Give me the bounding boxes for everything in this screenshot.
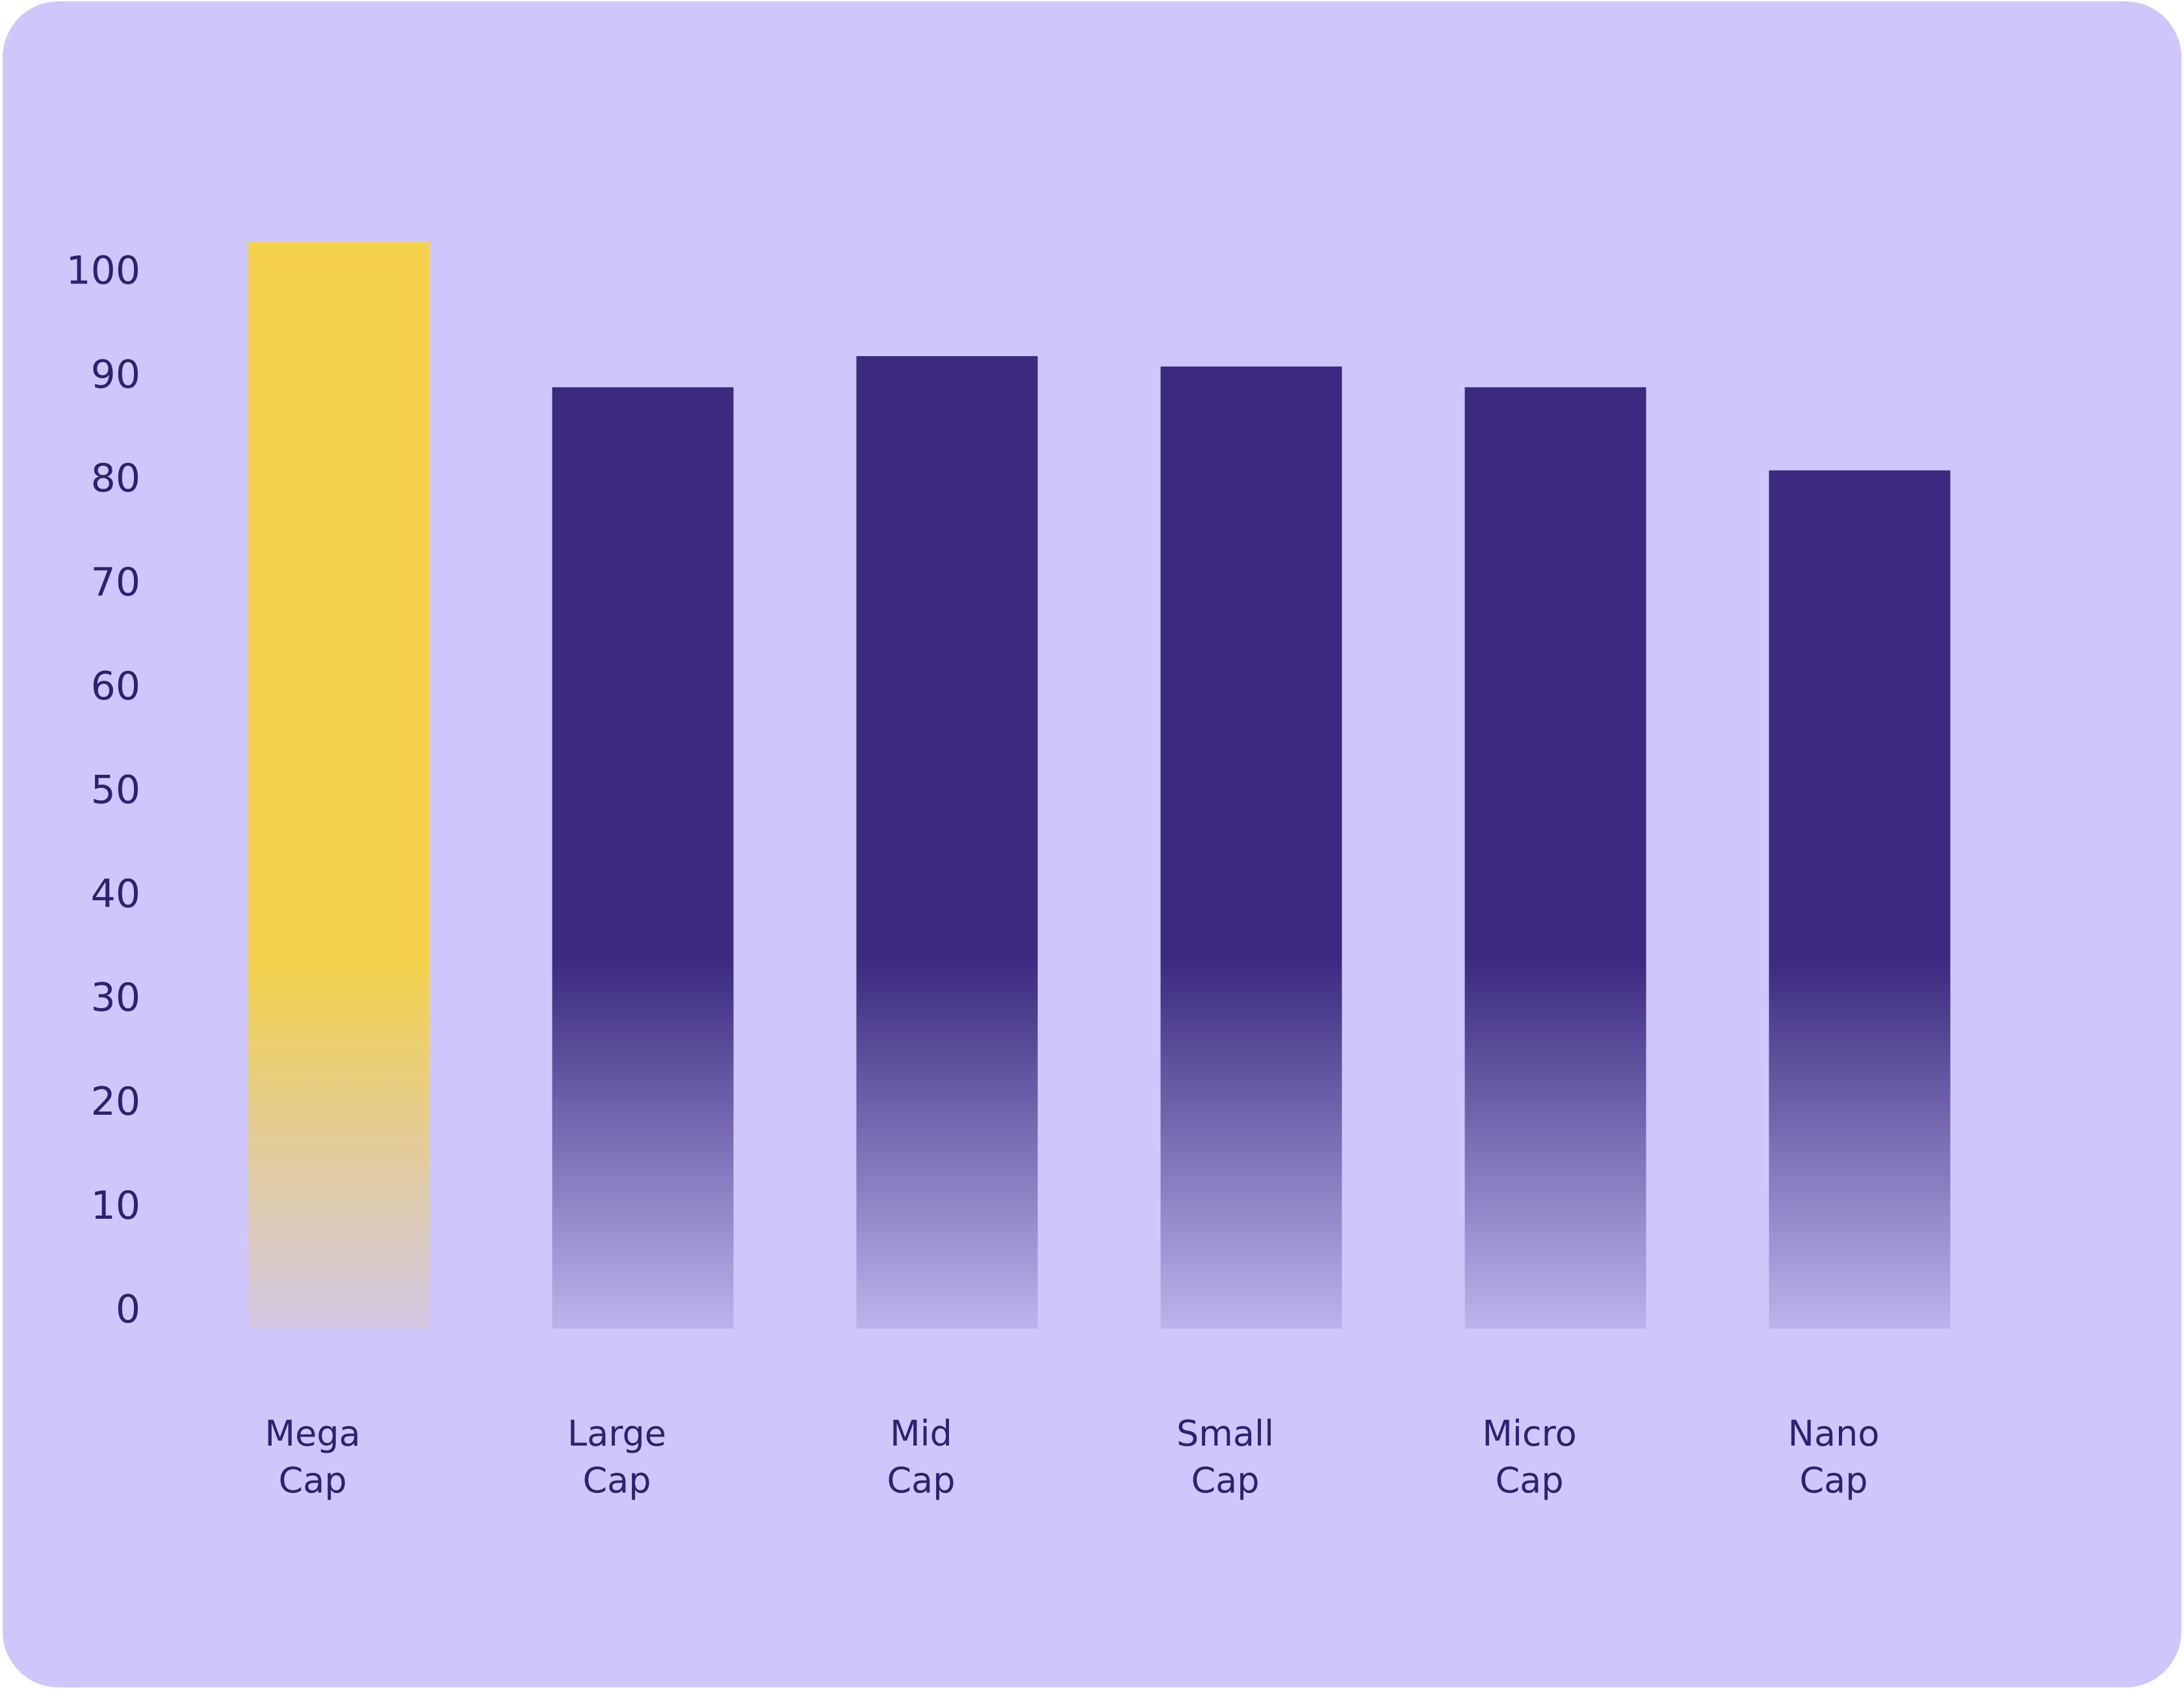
bar — [248, 242, 430, 1329]
y-tick-label: 90 — [91, 352, 140, 397]
x-tick-label: Nano Cap — [1788, 1413, 1880, 1501]
bar — [1769, 470, 1951, 1329]
x-tick-label: Mega Cap — [265, 1413, 361, 1501]
bar — [856, 356, 1038, 1329]
x-tick-label: Large Cap — [567, 1413, 666, 1501]
x-tick-label: Micro Cap — [1482, 1413, 1577, 1501]
x-tick-label: Mid Cap — [887, 1413, 956, 1501]
y-tick-label: 20 — [91, 1079, 140, 1124]
y-tick-label: 80 — [91, 456, 140, 501]
y-tick-label: 40 — [91, 871, 140, 916]
y-tick-label: 10 — [91, 1183, 140, 1228]
chart: 0 10 20 30 40 50 60 70 80 90 100 — [66, 242, 1951, 1332]
y-tick-label: 30 — [91, 975, 140, 1020]
chart-card: 0 10 20 30 40 50 60 70 80 90 100 Mega Cap Large Cap… — [3, 1, 2181, 1687]
y-tick-label: 100 — [66, 248, 140, 294]
y-tick-label: 50 — [91, 768, 140, 813]
y-tick-label: 0 — [116, 1287, 140, 1332]
bar — [1464, 387, 1646, 1329]
bar — [1160, 366, 1342, 1329]
x-tick-label: Small Cap — [1176, 1413, 1274, 1501]
y-tick-label: 70 — [91, 560, 140, 605]
y-tick-label: 60 — [91, 664, 140, 709]
bar — [552, 387, 734, 1329]
